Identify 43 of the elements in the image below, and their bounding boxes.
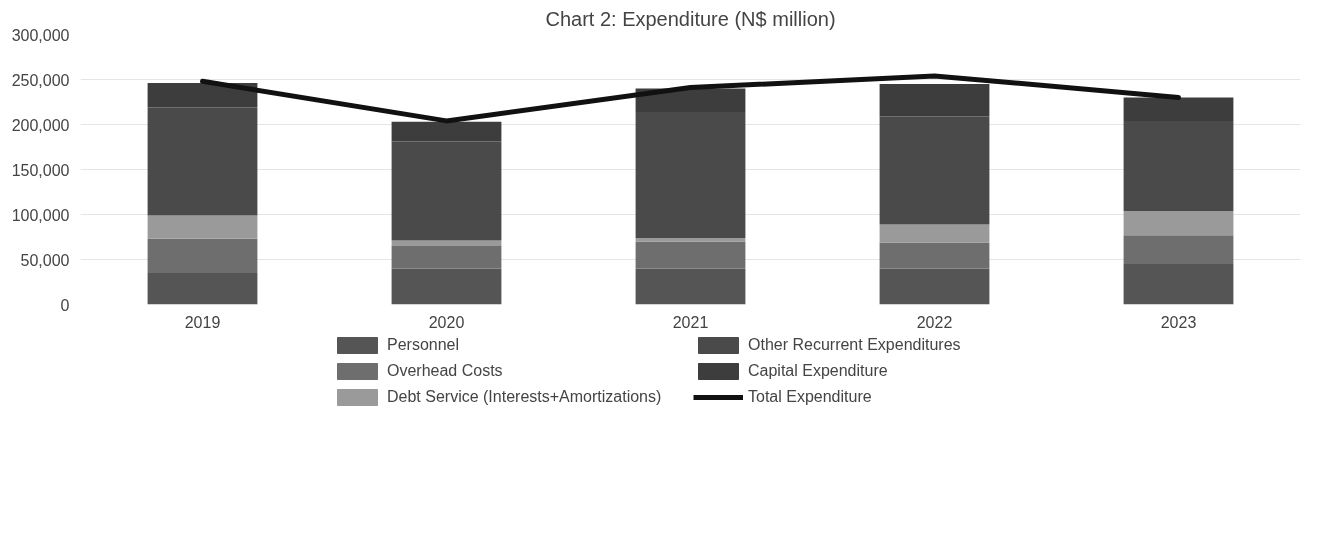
y-tick-label: 250,000: [11, 71, 70, 89]
bar: [1123, 120, 1234, 211]
bar: [391, 141, 502, 241]
y-tick-label: 0: [60, 296, 70, 314]
bar: [391, 268, 502, 305]
bar: [1123, 97, 1234, 121]
bar: [1123, 264, 1234, 305]
x-tick-label: 2020: [428, 313, 465, 331]
bar: [635, 268, 746, 305]
y-tick-label: 300,000: [11, 26, 70, 44]
bar: [391, 121, 502, 142]
bar: [1123, 235, 1234, 264]
bar: [391, 246, 502, 269]
y-tick-label: 100,000: [11, 206, 70, 224]
y-tick-label: 150,000: [11, 161, 70, 179]
bar: [635, 241, 746, 269]
y-tick-label: 200,000: [11, 116, 70, 134]
x-tick-label: 2021: [672, 313, 709, 331]
bar: [391, 240, 502, 246]
bar: [635, 237, 746, 242]
legend-label: Personnel: [387, 336, 461, 354]
bar: [147, 273, 258, 305]
bar: [879, 84, 990, 117]
x-tick-label: 2022: [916, 313, 953, 331]
bar: [147, 238, 258, 273]
legend-label: Capital Expenditure: [748, 362, 889, 380]
legend-label: Overhead Costs: [387, 362, 504, 380]
chart-title: Chart 2: Expenditure (N$ million): [545, 7, 836, 30]
bar: [147, 107, 258, 216]
bar: [879, 268, 990, 305]
bar: [635, 111, 746, 238]
legend-label: Debt Service (Interests+Amortizations): [387, 388, 663, 406]
bar: [147, 215, 258, 239]
bar: [879, 224, 990, 243]
legend-label: Total Expenditure: [748, 388, 873, 406]
bar: [147, 83, 258, 108]
y-tick-label: 50,000: [20, 251, 70, 269]
bar: [879, 116, 990, 225]
bar: [879, 242, 990, 269]
bar: [1123, 210, 1234, 236]
x-tick-label: 2023: [1160, 313, 1197, 331]
legend-label: Other Recurrent Expenditures: [748, 336, 962, 354]
x-tick-label: 2019: [184, 313, 221, 331]
